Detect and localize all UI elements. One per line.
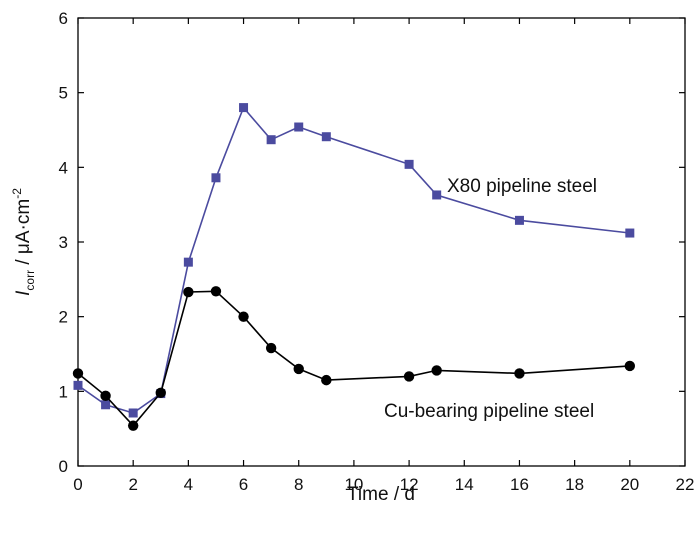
x-tick-labels: 0 2 4 6 8 10 12 14 16 18 20 22 bbox=[73, 475, 694, 494]
x-tick-label: 2 bbox=[128, 475, 137, 494]
y-axis-exponent: -2 bbox=[10, 188, 24, 199]
x-tick-label: 10 bbox=[344, 475, 363, 494]
data-point bbox=[101, 400, 111, 410]
data-point bbox=[321, 132, 331, 142]
x-tick-label: 14 bbox=[455, 475, 474, 494]
series-1 bbox=[72, 286, 636, 431]
data-point bbox=[265, 342, 277, 354]
x-tick-label: 18 bbox=[565, 475, 584, 494]
data-point bbox=[293, 363, 304, 375]
x-tick-label: 20 bbox=[620, 475, 639, 494]
y-tick-label: 0 bbox=[59, 457, 68, 476]
series-layer bbox=[72, 103, 636, 431]
data-point bbox=[238, 311, 249, 322]
x-tick-label: 0 bbox=[73, 475, 82, 494]
data-point bbox=[210, 286, 222, 297]
data-point bbox=[431, 365, 442, 376]
data-point bbox=[625, 228, 635, 238]
y-tick-label: 1 bbox=[59, 382, 68, 401]
y-tick-label: 6 bbox=[59, 9, 68, 28]
data-point bbox=[514, 368, 525, 379]
data-point bbox=[211, 173, 221, 183]
x-tick-label: 22 bbox=[676, 475, 695, 494]
data-point bbox=[432, 190, 442, 200]
y-axis-symbol: I bbox=[13, 290, 34, 296]
data-point bbox=[183, 286, 194, 298]
x-axis-title: Time / d bbox=[347, 484, 415, 505]
y-tick-label: 3 bbox=[59, 233, 68, 252]
y-axis-subscript: corr bbox=[23, 270, 37, 291]
data-point bbox=[73, 380, 83, 390]
series-0 bbox=[73, 103, 635, 418]
x-tick-label: 8 bbox=[294, 475, 303, 494]
y-tick-labels: 0 1 2 3 4 5 6 bbox=[59, 9, 68, 476]
y-tick-label: 5 bbox=[59, 84, 68, 103]
x-tick-label: 12 bbox=[400, 475, 419, 494]
axis-ticks bbox=[77, 17, 686, 467]
data-point bbox=[294, 122, 304, 132]
data-point bbox=[239, 103, 249, 113]
y-tick-label: 2 bbox=[59, 308, 68, 327]
data-point bbox=[624, 360, 636, 372]
data-point bbox=[128, 408, 138, 418]
y-axis-title: Icorr / μA·cm-2 bbox=[10, 188, 37, 296]
series-label-cu-bearing: Cu-bearing pipeline steel bbox=[384, 401, 594, 422]
y-axis-unit: / μA·cm bbox=[13, 199, 34, 270]
series-label-x80: X80 pipeline steel bbox=[447, 176, 597, 197]
data-point bbox=[321, 374, 332, 386]
data-point bbox=[514, 215, 524, 225]
data-point bbox=[72, 368, 84, 379]
x-tick-label: 4 bbox=[184, 475, 193, 494]
series-line bbox=[77, 106, 630, 414]
data-point bbox=[100, 390, 111, 402]
x-tick-label: 6 bbox=[239, 475, 248, 494]
data-point bbox=[155, 387, 166, 399]
x-tick-label: 16 bbox=[510, 475, 529, 494]
y-tick-label: 4 bbox=[59, 158, 68, 177]
data-point bbox=[403, 371, 415, 382]
data-point bbox=[183, 257, 193, 267]
data-point bbox=[266, 135, 276, 145]
plot-frame bbox=[77, 17, 686, 467]
data-point bbox=[127, 420, 139, 431]
data-point bbox=[404, 159, 414, 169]
